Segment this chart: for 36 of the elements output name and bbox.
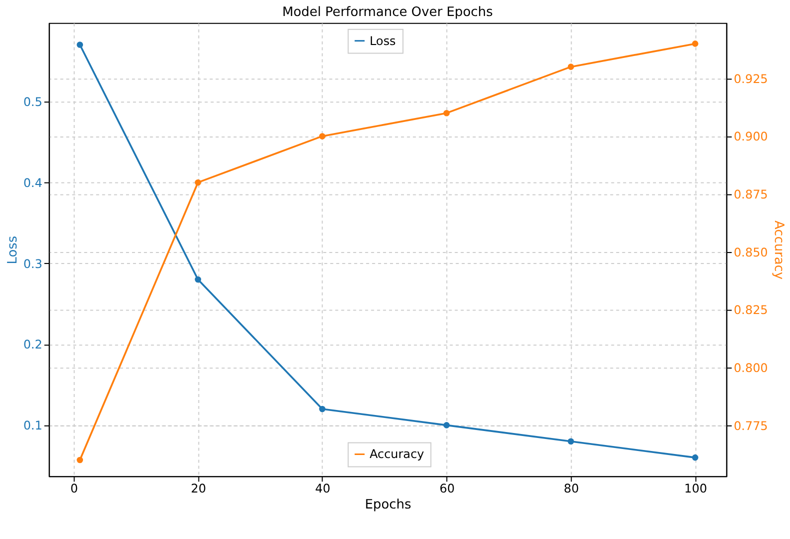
y-tick-label: 0.4 bbox=[23, 176, 42, 190]
y2-tick-label: 0.925 bbox=[734, 72, 768, 86]
y-tick-label: 0.1 bbox=[23, 418, 42, 433]
point bbox=[319, 133, 326, 140]
point bbox=[76, 42, 84, 48]
x-tick-label: 40 bbox=[315, 482, 330, 496]
y2-tick-label: 0.900 bbox=[734, 130, 768, 144]
x-axis-title: Epochs bbox=[364, 498, 412, 513]
point bbox=[568, 64, 574, 70]
chart-title: Model Performance Over Epochs bbox=[282, 4, 494, 20]
point bbox=[194, 276, 202, 283]
x-tick-label: 100 bbox=[684, 482, 708, 496]
y2-tick-label: 0.800 bbox=[734, 360, 768, 375]
point bbox=[319, 406, 326, 412]
y2-axis-title: Accuracy bbox=[770, 220, 786, 280]
legend-label: Loss bbox=[370, 34, 396, 48]
x-tick-label: 80 bbox=[564, 482, 579, 496]
y2-tick-label: 0.775 bbox=[734, 418, 768, 433]
x-tick-label: 0 bbox=[70, 482, 78, 496]
point bbox=[443, 110, 450, 116]
y2-tick-label: 0.875 bbox=[734, 188, 768, 202]
x-tick-label: 60 bbox=[439, 482, 455, 496]
legend-label: Accuracy bbox=[370, 447, 424, 462]
y2-tick-label: 0.825 bbox=[734, 303, 768, 318]
y-tick-label: 0.3 bbox=[23, 256, 42, 271]
point bbox=[194, 179, 202, 186]
point bbox=[692, 454, 698, 461]
x-tick-label: 20 bbox=[190, 482, 206, 496]
point bbox=[568, 438, 574, 445]
y-tick-label: 0.2 bbox=[23, 338, 42, 352]
point bbox=[76, 456, 84, 464]
point bbox=[443, 422, 450, 428]
point bbox=[692, 40, 698, 47]
y-axis-title: Loss bbox=[5, 236, 20, 264]
y2-tick-label: 0.850 bbox=[734, 245, 768, 260]
y-tick-label: 0.5 bbox=[23, 94, 42, 109]
